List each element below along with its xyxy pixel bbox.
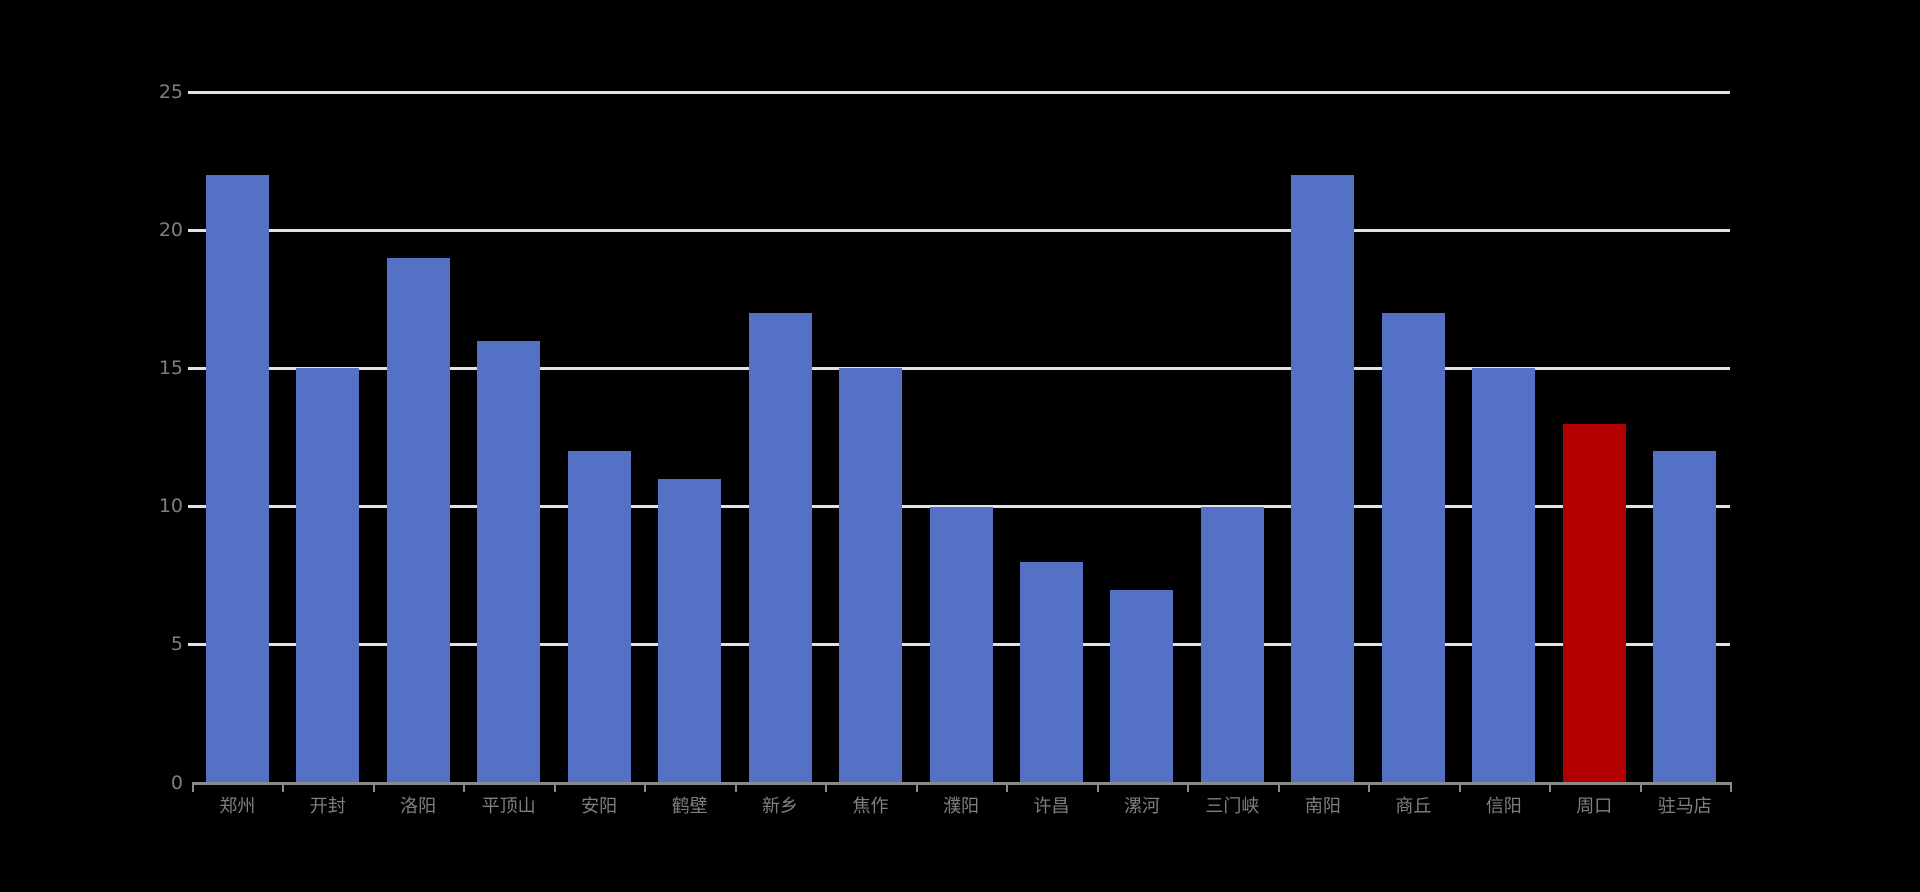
- x-axis-tick: [553, 784, 556, 792]
- x-axis-tick: [372, 784, 375, 792]
- x-axis-label: 商丘: [1395, 796, 1432, 817]
- bar: [205, 174, 269, 783]
- y-axis-tick-label: 20: [158, 218, 183, 241]
- x-axis-tick: [1458, 784, 1461, 792]
- bar: [839, 368, 903, 783]
- x-axis-tick: [192, 784, 194, 792]
- bar: [1019, 561, 1083, 783]
- bar: [477, 340, 541, 783]
- x-axis-label: 平顶山: [481, 796, 536, 817]
- y-gridline: [188, 228, 1730, 232]
- bar: [1472, 368, 1536, 783]
- x-axis-label: 周口: [1576, 796, 1613, 817]
- x-axis-label: 郑州: [219, 796, 256, 817]
- bar: [1200, 506, 1264, 783]
- x-axis-line: [192, 782, 1732, 785]
- x-axis-tick: [1277, 784, 1280, 792]
- y-axis-tick-label: 10: [158, 495, 183, 518]
- x-axis-tick: [463, 784, 466, 792]
- bar: [296, 368, 360, 783]
- x-axis-label: 焦作: [852, 796, 889, 817]
- y-gridline: [188, 90, 1730, 94]
- x-axis-label: 洛阳: [400, 796, 437, 817]
- y-axis-tick-label: 0: [170, 771, 183, 794]
- x-axis-label: 三门峡: [1205, 796, 1260, 817]
- x-axis-tick: [1096, 784, 1099, 792]
- x-axis-label: 驻马店: [1657, 796, 1712, 817]
- y-axis-tick-label: 5: [170, 633, 183, 656]
- x-axis-tick: [1549, 784, 1552, 792]
- bar: [1110, 589, 1174, 783]
- bar: [567, 451, 631, 783]
- y-gridline: [188, 366, 1730, 370]
- y-axis-tick-label: 25: [158, 80, 183, 103]
- x-axis-tick: [1639, 784, 1642, 792]
- bar: [386, 257, 450, 783]
- x-axis-tick: [915, 784, 918, 792]
- x-axis-label: 新乡: [762, 796, 799, 817]
- bar: [929, 506, 993, 783]
- y-axis-tick-label: 15: [158, 356, 183, 379]
- x-axis-label: 濮阳: [943, 796, 979, 817]
- bar: [1653, 451, 1717, 783]
- bar: [1381, 313, 1445, 783]
- bar: [1291, 174, 1355, 783]
- x-axis-tick: [1730, 784, 1732, 792]
- bar-highlighted: [1562, 423, 1626, 783]
- x-axis-label: 南阳: [1304, 796, 1341, 817]
- x-axis-tick: [734, 784, 737, 792]
- x-axis-label: 开封: [309, 796, 346, 817]
- x-axis-label: 安阳: [581, 796, 618, 817]
- bar: [658, 478, 722, 783]
- x-axis-tick: [825, 784, 828, 792]
- x-axis-tick: [1187, 784, 1190, 792]
- x-axis-label: 许昌: [1033, 796, 1070, 817]
- bar: [748, 313, 812, 783]
- x-axis-tick: [1006, 784, 1009, 792]
- x-axis-tick: [1368, 784, 1371, 792]
- x-axis-label: 信阳: [1485, 796, 1522, 817]
- x-axis-tick: [644, 784, 647, 792]
- x-axis-label: 漯河: [1123, 796, 1160, 817]
- x-axis-tick: [282, 784, 285, 792]
- x-axis-label: 鹤壁: [671, 796, 708, 817]
